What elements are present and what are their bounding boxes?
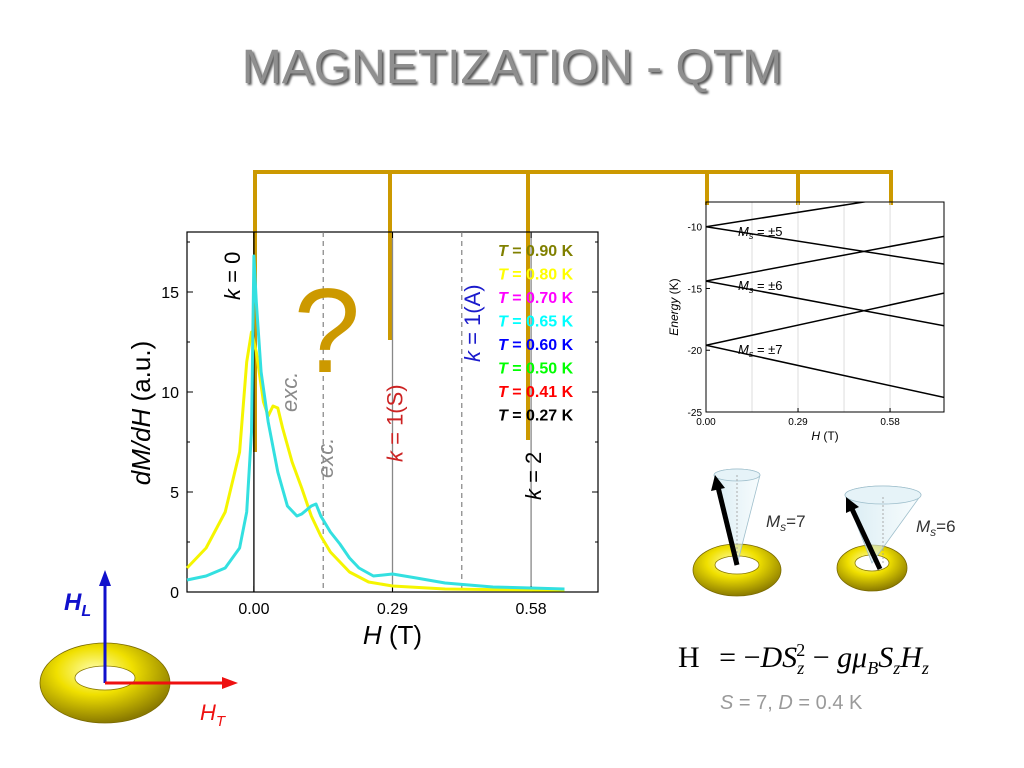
- spin-label-ms7: Ms=7: [766, 512, 806, 534]
- hamiltonian-formula: H = −DSz2 − gμBSzHz: [678, 640, 929, 679]
- xtick-label-0: 0.00: [238, 601, 269, 618]
- legend-entry-0: T = 0.90 K: [498, 243, 574, 260]
- legend-entry-6: T = 0.41 K: [498, 384, 574, 401]
- vline-label-3: k = 1(A): [460, 284, 485, 362]
- energy-level-3: [706, 225, 944, 265]
- legend-entry-3: T = 0.65 K: [498, 314, 574, 331]
- torus-ms7: [692, 468, 782, 597]
- ytick-label-2: 10: [161, 385, 179, 402]
- energy-y-label: Energy (K): [667, 278, 681, 335]
- energy-ytick-3: -25: [688, 408, 703, 419]
- hamiltonian-rhs: = −DSz2 − gμBSzHz: [719, 640, 929, 678]
- spin-label-ms6: Ms=6: [916, 517, 956, 539]
- torus-ms6: [836, 485, 922, 592]
- energy-level-4: [706, 280, 944, 327]
- vline-label-1: exc.: [313, 438, 338, 478]
- energy-level-0: [706, 292, 944, 347]
- question-mark: ?: [294, 264, 361, 398]
- energy-level-5: [706, 344, 944, 399]
- legend-entry-4: T = 0.60 K: [498, 337, 574, 354]
- ytick-label-0: 0: [170, 585, 179, 602]
- ytick-label-3: 15: [161, 285, 179, 302]
- legend-entry-1: T = 0.80 K: [498, 267, 574, 284]
- dmdh-chart: 0.00 0.29 0.58 0 5 10 15 k = 0 exc. k = 1(S) k = 1…: [126, 231, 599, 650]
- resonance-bracket: [253, 170, 893, 452]
- hamiltonian-symbol: H: [678, 641, 700, 674]
- energy-xtick-1: 0.29: [788, 417, 808, 428]
- level-label-1: Ms = ±6: [738, 278, 783, 295]
- level-label-2: Ms = ±7: [738, 342, 783, 359]
- energy-level-2: [706, 202, 869, 228]
- hl-label: HL: [64, 589, 91, 620]
- x-axis-label: H (T): [363, 620, 422, 650]
- energy-xtick-0: 0.00: [696, 417, 716, 428]
- field-axes-illustration: HL HT: [39, 570, 238, 730]
- legend-entry-7: T = 0.27 K: [498, 408, 574, 425]
- vline-label-2: k = 1(S): [383, 384, 408, 462]
- energy-level-chart: 0.00 0.29 0.58 -10 -15 -20 -25 Ms = ±5 Ms = ±6 Ms…: [667, 201, 945, 443]
- vline-label-0: k = 0: [220, 252, 245, 300]
- energy-xtick-2: 0.58: [880, 417, 900, 428]
- spin-cones-illustration: Ms=7 Ms=6: [692, 468, 956, 597]
- ht-label: HT: [200, 700, 227, 730]
- series-line-1: [186, 254, 565, 591]
- legend-entry-2: T = 0.70 K: [498, 290, 574, 307]
- energy-ytick-2: -20: [688, 346, 703, 357]
- exc-annotation: exc.: [277, 372, 302, 412]
- level-label-0: Ms = ±5: [738, 224, 783, 241]
- model-parameters: S = 7, D = 0.4 K: [720, 692, 863, 714]
- energy-level-1: [706, 235, 944, 282]
- energy-ytick-0: -10: [688, 223, 703, 234]
- series-line-0: [185, 330, 565, 592]
- xtick-label-1: 0.29: [377, 601, 408, 618]
- legend-entry-5: T = 0.50 K: [498, 361, 574, 378]
- xtick-label-2: 0.58: [516, 601, 547, 618]
- ytick-label-1: 5: [170, 485, 179, 502]
- energy-x-label: H (T): [811, 429, 838, 443]
- slide-title: MAGNETIZATION - QTM: [241, 41, 783, 94]
- energy-ytick-1: -15: [688, 284, 703, 295]
- vline-label-4: k = 2: [521, 452, 546, 500]
- y-axis-label: dM/dH (a.u.): [126, 341, 156, 486]
